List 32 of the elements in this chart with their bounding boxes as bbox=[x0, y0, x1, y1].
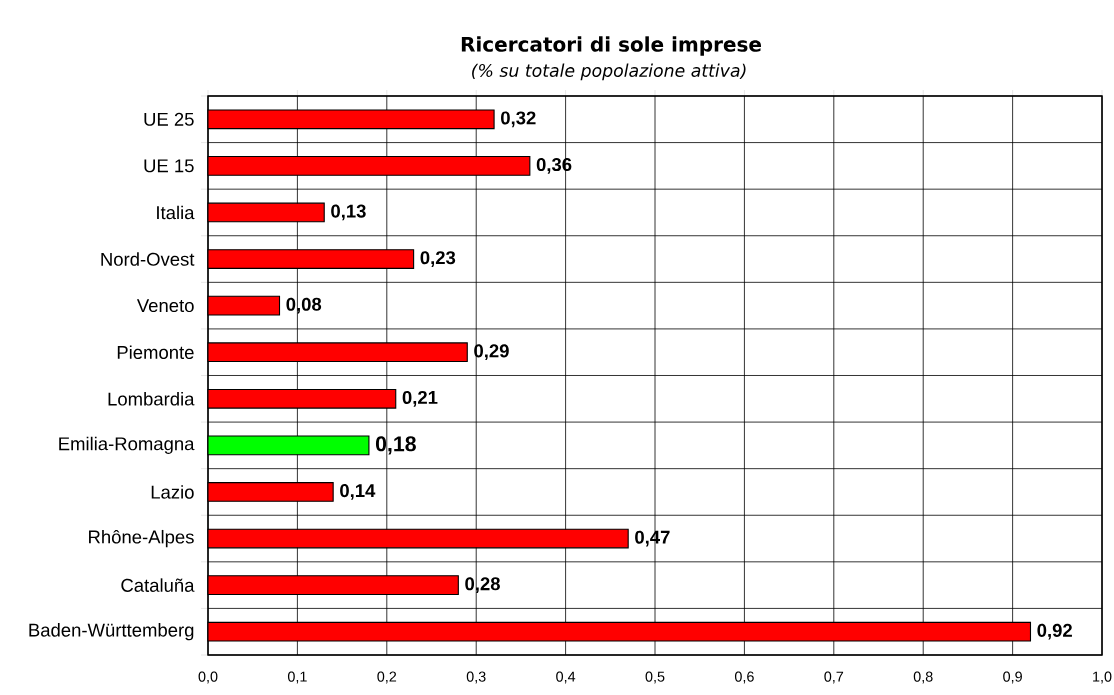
y-tick-label: Emilia-Romagna bbox=[59, 436, 195, 454]
x-tick-label: 0,3 bbox=[466, 671, 486, 684]
x-tick-label: 0,7 bbox=[824, 671, 844, 684]
y-tick-label: Nord-Ovest bbox=[101, 252, 195, 266]
y-tick-label: UE 25 bbox=[144, 112, 194, 126]
x-tick-label: 1,0 bbox=[1093, 671, 1112, 684]
x-tick-label: 0,9 bbox=[1003, 671, 1022, 684]
x-tick-label: 0,8 bbox=[913, 671, 933, 684]
data-label: 0,23 bbox=[420, 251, 456, 267]
data-label: 0,47 bbox=[635, 530, 670, 547]
chart-title: Ricercatori di sole imprese bbox=[461, 36, 762, 56]
y-tick-label: Rhône-Alpes bbox=[89, 529, 194, 548]
y-tick-label: Piemonte bbox=[117, 345, 194, 359]
x-tick-label: 0,4 bbox=[556, 671, 576, 684]
data-label: 0,92 bbox=[1037, 623, 1072, 640]
x-tick-label: 0,5 bbox=[645, 671, 665, 684]
y-tick-label: Cataluña bbox=[121, 578, 195, 592]
y-tick-label: Veneto bbox=[136, 299, 194, 313]
chart-subtitle: (% su totale popolazione attiva) bbox=[472, 63, 746, 81]
y-tick-label: Lazio bbox=[151, 485, 194, 499]
y-tick-label: Baden-Württemberg bbox=[29, 623, 194, 641]
y-tick-label: UE 15 bbox=[144, 159, 194, 173]
data-label: 0,21 bbox=[402, 390, 438, 407]
x-tick-label: 0,1 bbox=[287, 671, 307, 684]
x-tick-label: 0,6 bbox=[734, 671, 754, 684]
data-label: 0,14 bbox=[340, 484, 376, 500]
data-label: 0,13 bbox=[331, 204, 366, 221]
y-tick-label: Italia bbox=[157, 205, 195, 220]
y-tick-label: Lombardia bbox=[108, 391, 195, 406]
x-tick-label: 0,0 bbox=[198, 671, 218, 684]
data-label: 0,32 bbox=[501, 111, 536, 128]
x-tick-label: 0,2 bbox=[377, 671, 397, 684]
